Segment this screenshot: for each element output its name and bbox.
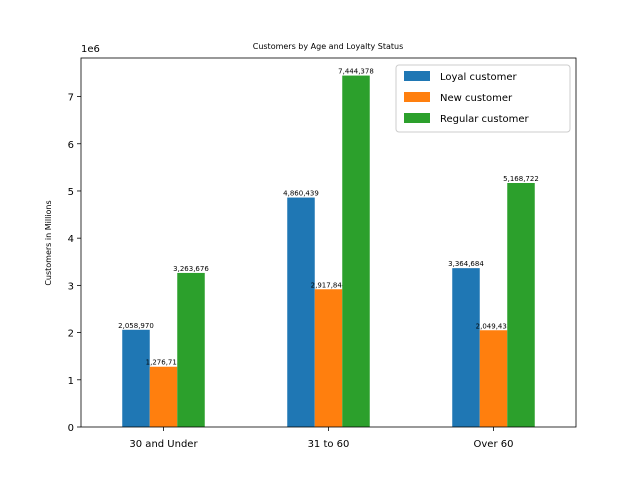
data-label: 3,263,676 bbox=[173, 265, 209, 273]
bar-new-customer-0 bbox=[149, 366, 178, 427]
bar-regular-customer-2 bbox=[507, 182, 535, 427]
y-tick-label: 7 bbox=[68, 93, 74, 104]
plot-frame bbox=[80, 57, 577, 428]
y-tick-label: 2 bbox=[68, 329, 74, 340]
bar-loyal-customer-2 bbox=[452, 268, 480, 427]
data-label: 7,444,378 bbox=[338, 68, 374, 76]
bars-layer: 2,058,970 1,276,713 3,263,676 4,860,439 2,91… bbox=[118, 68, 539, 427]
legend-label: New customer bbox=[440, 93, 513, 104]
legend-swatch-new-customer bbox=[404, 92, 430, 102]
data-label: 2,058,970 bbox=[118, 322, 154, 330]
y-tick-label: 6 bbox=[68, 140, 74, 151]
bar-regular-customer-1 bbox=[342, 75, 370, 427]
y-tick-label: 5 bbox=[68, 187, 74, 198]
legend-swatch-loyal-customer bbox=[404, 71, 430, 81]
data-label: 2,049,433 bbox=[476, 322, 512, 330]
data-label: 2,917,844 bbox=[311, 281, 347, 289]
y-tick-label: 4 bbox=[68, 234, 74, 245]
y-tick-label: 1 bbox=[68, 376, 74, 387]
bar-regular-customer-0 bbox=[177, 272, 205, 427]
bar-new-customer-1 bbox=[314, 289, 343, 427]
legend: Loyal customer New customer Regular custom… bbox=[395, 64, 571, 133]
data-label: 1,276,713 bbox=[146, 359, 182, 367]
y-tick-label: 3 bbox=[68, 281, 74, 292]
bar-loyal-customer-0 bbox=[122, 329, 150, 427]
x-tick-label: 30 and Under bbox=[129, 439, 198, 450]
legend-box bbox=[395, 64, 571, 133]
x-tick-label: 31 to 60 bbox=[308, 439, 350, 450]
y-axis-label: Customers in Millions bbox=[44, 200, 53, 285]
x-axis: 30 and Under 31 to 60 Over 60 bbox=[129, 427, 513, 450]
bar-loyal-customer-1 bbox=[287, 197, 315, 427]
legend-label: Regular customer bbox=[440, 114, 530, 125]
data-label: 3,364,684 bbox=[448, 260, 484, 268]
x-tick-label: Over 60 bbox=[474, 439, 514, 450]
y-axis: 0 1 2 3 4 5 6 7 bbox=[68, 93, 81, 434]
legend-label: Loyal customer bbox=[440, 72, 517, 83]
bar-new-customer-2 bbox=[479, 330, 508, 427]
data-label: 5,168,722 bbox=[503, 175, 539, 183]
legend-swatch-regular-customer bbox=[404, 113, 430, 123]
y-tick-label: 0 bbox=[68, 423, 74, 434]
y-axis-offset-label: 1e6 bbox=[81, 44, 100, 55]
chart-title: Customers by Age and Loyalty Status bbox=[253, 42, 404, 51]
data-label: 4,860,439 bbox=[283, 190, 319, 198]
